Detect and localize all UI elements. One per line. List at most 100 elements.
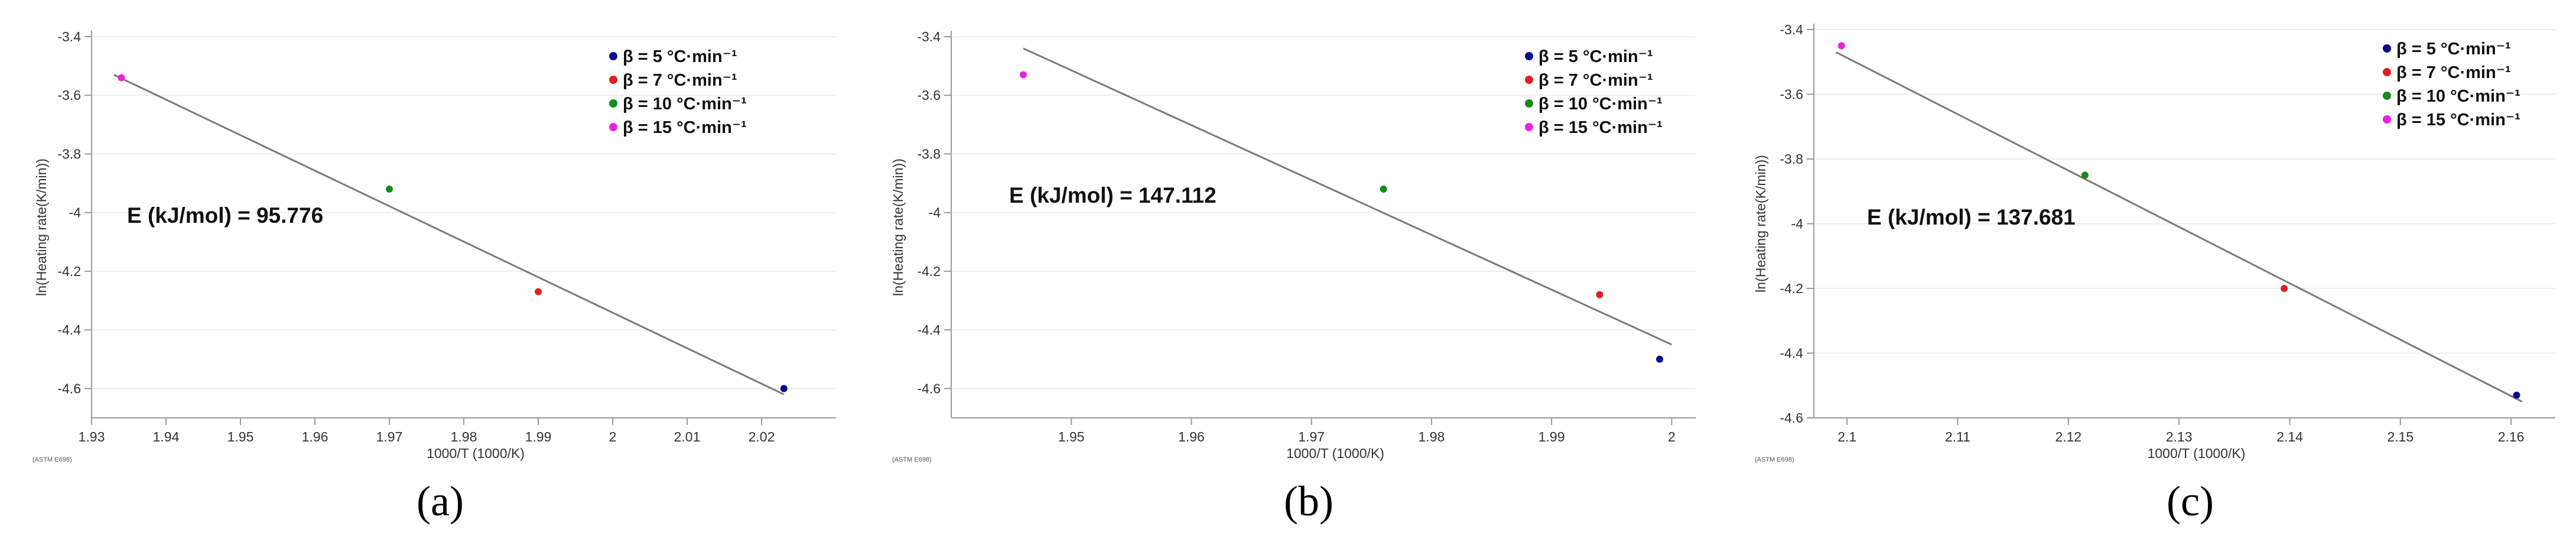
x-tick-label: 1.93 (79, 429, 105, 444)
fit-line (1835, 51, 2523, 402)
legend-label: β = 7 °C·min⁻¹ (623, 71, 737, 90)
activation-energy-annotation: E (kJ/mol) = 147.112 (1009, 183, 1217, 207)
legend-marker-2 (609, 76, 617, 84)
legend-label: β = 7 °C·min⁻¹ (2396, 63, 2511, 82)
y-tick-label: -4.4 (57, 322, 81, 337)
chart-panel-b: -3.4 -3.6 -3.8 -4 -4.2 -4.4 -4.6 1.95 1.96 1.97 1.… (890, 29, 1696, 525)
x-tick-label: 2.02 (749, 429, 775, 444)
legend-marker-3 (2383, 92, 2391, 100)
x-tick-label: 2.01 (674, 429, 701, 444)
data-point-3 (1380, 186, 1387, 193)
legend-label: β = 7 °C·min⁻¹ (1539, 71, 1653, 90)
x-tick-label: 1.98 (1419, 429, 1445, 444)
y-tick-label: -3.8 (1780, 151, 1803, 167)
data-point-2 (2281, 285, 2288, 292)
y-tick-label: -3.6 (917, 87, 941, 103)
fit-line (113, 74, 785, 395)
legend-label: β = 5 °C·min⁻¹ (2396, 40, 2511, 59)
y-tick-label: -3.4 (1780, 22, 1803, 37)
x-tick-label: 1.97 (1298, 429, 1325, 444)
legend-label: β = 15 °C·min⁻¹ (1539, 118, 1663, 137)
panel-label: (a) (417, 478, 464, 525)
legend-marker-2 (2383, 68, 2391, 76)
x-tick-label: 1.95 (227, 429, 254, 444)
y-tick-label: -4 (69, 205, 82, 220)
y-tick-label: -4.2 (917, 264, 941, 279)
y-tick-label: -4.2 (57, 264, 81, 279)
x-tick-label: 1.99 (525, 429, 552, 444)
legend-label: β = 5 °C·min⁻¹ (1539, 47, 1653, 66)
y-tick-label: -3.6 (1780, 87, 1803, 102)
data-point-4 (1019, 71, 1027, 79)
x-axis-label: 1000/T (1000/K) (1286, 446, 1384, 461)
x-tick-label: 1.96 (302, 429, 328, 444)
x-tick-label: 2.16 (2498, 429, 2525, 444)
panel-label: (c) (2167, 478, 2214, 525)
y-tick-label: -4.4 (917, 322, 941, 337)
y-tick-label: -4.6 (1780, 410, 1803, 426)
x-tick-label: 1.96 (1178, 429, 1205, 444)
y-axis-label: ln(Heating rate(K/min)) (1753, 155, 1768, 293)
fit-line (1023, 47, 1672, 346)
y-tick-label: -3.8 (57, 146, 81, 161)
data-point-4 (118, 74, 125, 82)
y-tick-label: -4.6 (917, 381, 941, 396)
activation-energy-annotation: E (kJ/mol) = 95.776 (127, 203, 323, 228)
legend-marker-4 (2383, 115, 2391, 124)
data-point-2 (1596, 291, 1604, 298)
y-tick-label: -3.6 (57, 87, 81, 103)
watermark-label: (ASTM E698) (892, 456, 932, 463)
legend-marker-3 (1525, 99, 1533, 108)
x-tick-label: 2.13 (2166, 429, 2193, 444)
legend: β = 5 °C·min⁻¹ β = 7 °C·min⁻¹ β = 10 °C·mi… (609, 47, 747, 137)
x-tick-label: 1.99 (1539, 429, 1565, 444)
y-tick-label: -4.2 (1780, 281, 1803, 296)
x-tick-label: 2 (609, 429, 617, 444)
legend-marker-2 (1525, 76, 1533, 84)
legend-label: β = 10 °C·min⁻¹ (623, 95, 747, 113)
legend-marker-1 (2383, 44, 2391, 53)
x-tick-label: 1.98 (451, 429, 477, 444)
x-tick-label: 1.94 (153, 429, 180, 444)
y-tick-label: -4 (1791, 216, 1804, 232)
x-tick-label: 2.1 (1837, 429, 1856, 444)
chart-panel-a: -3.4 -3.6 -3.8 -4 -4.2 -4.4 -4.6 1.93 1.94 1.95 1.… (32, 29, 836, 525)
legend-label: β = 5 °C·min⁻¹ (623, 47, 737, 66)
y-axis-label: ln(Heating rate(K/min)) (890, 158, 906, 296)
x-axis-label: 1000/T (1000/K) (427, 446, 525, 461)
legend-label: β = 10 °C·min⁻¹ (1539, 95, 1663, 113)
legend-label: β = 15 °C·min⁻¹ (2396, 111, 2520, 129)
x-tick-label: 2.14 (2276, 429, 2303, 444)
y-tick-label: -3.8 (917, 146, 941, 161)
x-tick-label: 2.11 (1945, 429, 1970, 444)
chart-panel-c: -3.4 -3.6 -3.8 -4 -4.2 -4.4 -4.6 2.1 2.11 2.12 2.1… (1753, 22, 2555, 525)
data-point-4 (1837, 42, 1845, 50)
legend: β = 5 °C·min⁻¹ β = 7 °C·min⁻¹ β = 10 °C·mi… (1525, 47, 1663, 137)
data-point-3 (2081, 171, 2089, 179)
panel-label: (b) (1284, 478, 1333, 525)
x-tick-label: 1.95 (1058, 429, 1085, 444)
legend-marker-1 (609, 52, 617, 60)
x-tick-label: 2.12 (2055, 429, 2081, 444)
data-point-2 (535, 288, 542, 296)
legend-label: β = 10 °C·min⁻¹ (2396, 87, 2520, 106)
data-point-1 (2513, 391, 2520, 399)
y-axis-label: ln(Heating rate(K/min)) (34, 158, 49, 296)
legend-marker-4 (609, 123, 617, 131)
legend-marker-1 (1525, 52, 1533, 60)
data-point-1 (1656, 355, 1664, 363)
x-tick-label: 2 (1668, 429, 1676, 444)
legend-marker-4 (1525, 123, 1533, 131)
data-point-3 (386, 186, 393, 193)
legend: β = 5 °C·min⁻¹ β = 7 °C·min⁻¹ β = 10 °C·mi… (2383, 40, 2520, 129)
x-tick-label: 1.97 (376, 429, 403, 444)
data-point-1 (780, 385, 788, 392)
y-tick-label: -3.4 (57, 29, 81, 44)
y-tick-label: -4.4 (1780, 346, 1803, 361)
y-tick-label: -4 (929, 205, 941, 220)
x-tick-label: 2.15 (2387, 429, 2414, 444)
y-tick-label: -3.4 (917, 29, 941, 44)
watermark-label: (ASTM E698) (1755, 456, 1794, 463)
legend-label: β = 15 °C·min⁻¹ (623, 118, 747, 137)
